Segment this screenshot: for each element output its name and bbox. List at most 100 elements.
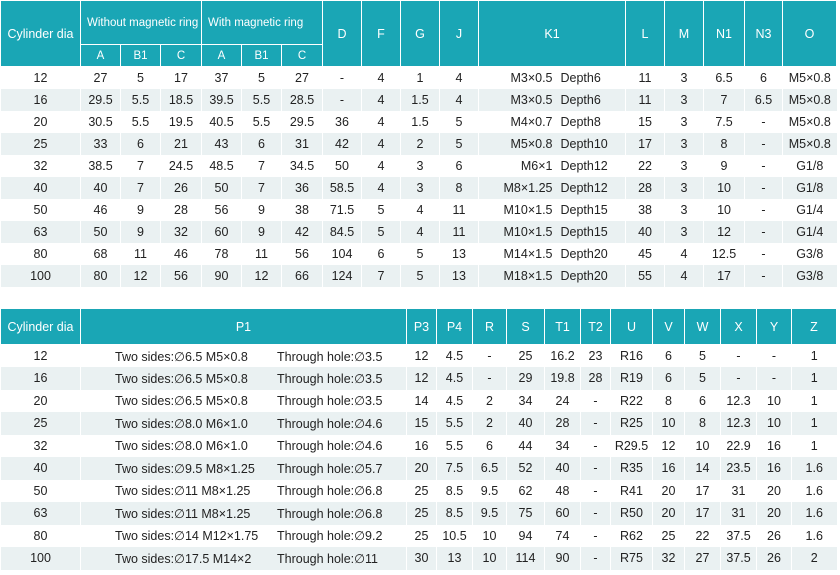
cell-f: 4 (361, 66, 401, 89)
cell-p4: 5.5 (436, 412, 473, 435)
cell-l: 17 (625, 132, 665, 155)
cell-s: 52 (506, 457, 545, 480)
table-row: 32 38.5 7 24.5 48.5 7 34.5 50 4 3 6 M6×1 Depth12 22 3 9… (0, 154, 837, 177)
cell-r: 9.5 (472, 502, 507, 525)
cell-s: 34 (506, 389, 545, 412)
cell-x: 23.5 (720, 457, 757, 480)
cell-p3: 25 (406, 524, 437, 547)
cell-l: 45 (625, 242, 665, 265)
cell-r: 9.5 (472, 479, 507, 502)
cell-l: 28 (625, 176, 665, 199)
cell-f: 5 (361, 220, 401, 243)
table-row: 40 Two sides:∅9.5 M8×1.25 Through hole:∅5.… (0, 457, 837, 480)
cell-b1-without: 6 (120, 132, 161, 155)
cell-c-without: 32 (160, 220, 202, 243)
cell-c-with: 42 (281, 220, 323, 243)
cell-p1: Two sides:∅6.5 M5×0.8 Through hole:∅3.5 (80, 344, 407, 367)
cell-p3: 30 (406, 547, 437, 570)
cell-b1-with: 7 (241, 176, 282, 199)
cell-l: 55 (625, 264, 665, 287)
cell-g: 5 (400, 264, 440, 287)
cell-c-with: 56 (281, 242, 323, 265)
cell-r: 10 (472, 547, 507, 570)
cell-k1-depth: Depth6 (556, 66, 626, 89)
cell-d: - (322, 88, 362, 111)
cell-r: 2 (472, 412, 507, 435)
cell-n3: - (744, 154, 783, 177)
cell-o: G3/8 (782, 242, 837, 265)
cell-k1-thread: M5×0.8 (478, 132, 557, 155)
cell-k1-depth: Depth10 (556, 132, 626, 155)
cell-c-with: 38 (281, 198, 323, 221)
cell-w: 17 (684, 502, 721, 525)
header-c-with: C (281, 44, 323, 67)
cell-d: - (322, 66, 362, 89)
cell-p3: 12 (406, 344, 437, 367)
cell-v: 12 (652, 434, 685, 457)
cell-cylinder-dia: 50 (0, 479, 81, 502)
cell-u: R22 (610, 389, 653, 412)
cell-n3: 6.5 (744, 88, 783, 111)
cell-k1-depth: Depth20 (556, 264, 626, 287)
cell-t2: - (580, 524, 611, 547)
cell-n1: 12.5 (703, 242, 745, 265)
cell-p4: 10.5 (436, 524, 473, 547)
cell-x: 37.5 (720, 547, 757, 570)
cell-cylinder-dia: 63 (0, 220, 81, 243)
cell-x: 31 (720, 479, 757, 502)
cell-z: 1 (791, 344, 837, 367)
cell-j: 6 (439, 154, 479, 177)
cell-k1-depth: Depth15 (556, 198, 626, 221)
cell-p1: Two sides:∅14 M12×1.75 Through hole:∅9.2 (80, 524, 407, 547)
cell-p3: 25 (406, 502, 437, 525)
cell-m: 4 (664, 264, 704, 287)
cell-w: 17 (684, 479, 721, 502)
table-row: 100 80 12 56 90 12 66 124 7 5 13 M18×1.5 Depth20 55 4 1… (0, 264, 837, 287)
cell-k1-depth: Depth20 (556, 242, 626, 265)
cell-cylinder-dia: 63 (0, 502, 81, 525)
cell-m: 3 (664, 88, 704, 111)
cell-g: 1.5 (400, 88, 440, 111)
cell-s: 29 (506, 367, 545, 390)
cell-b1-without: 5.5 (120, 88, 161, 111)
p1-through-hole: Through hole:∅3.5 (277, 371, 383, 386)
cell-o: G3/8 (782, 264, 837, 287)
cell-k1-depth: Depth12 (556, 154, 626, 177)
cell-y: - (756, 367, 792, 390)
header-p3: P3 (406, 308, 437, 345)
cell-a-without: 50 (80, 220, 121, 243)
header-y: Y (756, 308, 792, 345)
cell-cylinder-dia: 80 (0, 242, 81, 265)
cell-a-with: 56 (201, 198, 242, 221)
cell-m: 3 (664, 154, 704, 177)
table-row: 100 Two sides:∅17.5 M14×2 Through hole:∅11… (0, 547, 837, 570)
cell-p4: 8.5 (436, 502, 473, 525)
cell-l: 11 (625, 66, 665, 89)
cell-p1: Two sides:∅6.5 M5×0.8 Through hole:∅3.5 (80, 389, 407, 412)
cell-m: 3 (664, 66, 704, 89)
cell-r: - (472, 367, 507, 390)
header-j: J (439, 0, 479, 67)
cell-n1: 8 (703, 132, 745, 155)
cell-cylinder-dia: 25 (0, 412, 81, 435)
cell-cylinder-dia: 25 (0, 132, 81, 155)
cell-x: 22.9 (720, 434, 757, 457)
cell-a-without: 40 (80, 176, 121, 199)
p1-through-hole: Through hole:∅6.8 (277, 506, 383, 521)
cell-g: 5 (400, 242, 440, 265)
cell-u: R62 (610, 524, 653, 547)
p1-through-hole: Through hole:∅4.6 (277, 416, 383, 431)
cell-c-without: 56 (160, 264, 202, 287)
cell-k1-thread: M14×1.5 (478, 242, 557, 265)
cell-c-with: 29.5 (281, 110, 323, 133)
cell-y: 16 (756, 434, 792, 457)
p1-two-sides: Two sides:∅17.5 M14×2 (115, 551, 252, 566)
cell-a-with: 50 (201, 176, 242, 199)
p1-two-sides: Two sides:∅6.5 M5×0.8 (115, 349, 248, 364)
cell-j: 13 (439, 242, 479, 265)
cell-s: 25 (506, 344, 545, 367)
p1-two-sides: Two sides:∅9.5 M8×1.25 (115, 461, 255, 476)
cell-j: 5 (439, 132, 479, 155)
cell-k1-thread: M6×1 (478, 154, 557, 177)
cell-l: 38 (625, 198, 665, 221)
